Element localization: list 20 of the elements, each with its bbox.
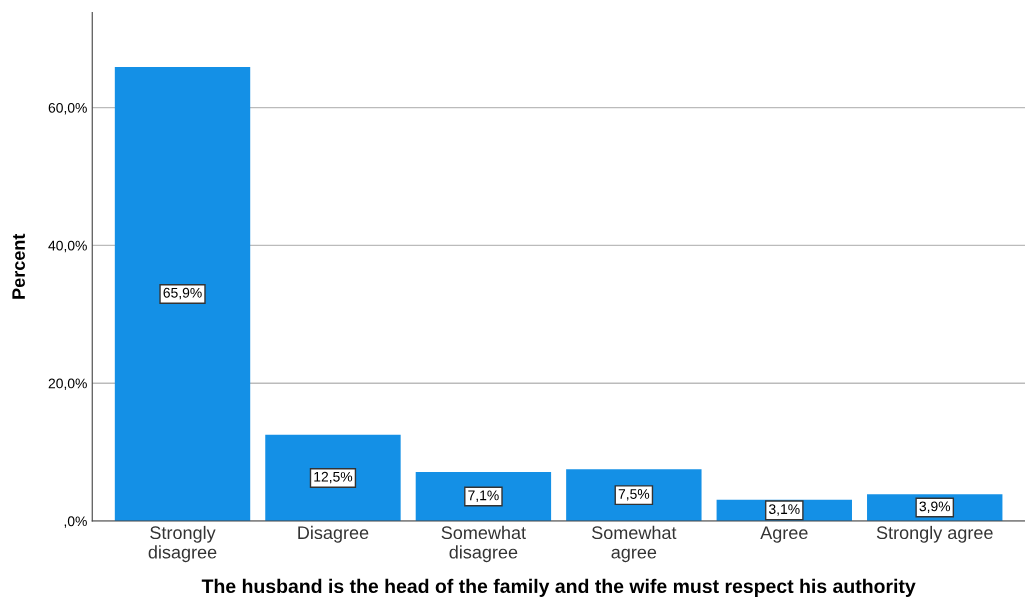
y-tick-label: 60,0% (48, 102, 87, 115)
data-label: 12,5% (314, 471, 353, 484)
x-tick-label: Agree (760, 526, 808, 543)
bar (114, 66, 251, 521)
x-tick-label: Somewhat disagree (441, 525, 526, 563)
x-tick-label: Strongly disagree (148, 525, 217, 563)
x-tick-label: Disagree (298, 525, 369, 543)
data-label: 7,1% (468, 490, 499, 502)
y-tick-label: 40,0% (48, 240, 87, 253)
data-label: 3,9% (919, 501, 951, 513)
data-label: 3,1% (768, 504, 800, 516)
y-axis-title: Percent (12, 233, 25, 299)
y-tick-label: 20,0% (48, 378, 87, 390)
y-tick-label: ,0% (64, 516, 87, 528)
x-tick-label: Somewhat agree (592, 525, 677, 563)
x-axis-title: The husband is the head of the family and the wife must respect his authority (201, 578, 916, 597)
data-label: 7,5% (618, 489, 650, 501)
x-tick-label: Strongly agree (876, 525, 993, 543)
bar (265, 434, 401, 521)
data-label: 65,9% (163, 287, 202, 300)
